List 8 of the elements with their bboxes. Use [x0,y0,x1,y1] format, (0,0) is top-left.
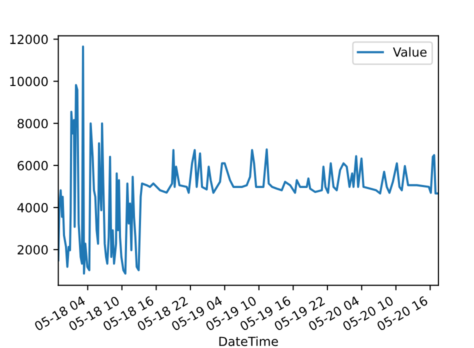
y-tick-label: 10000 [10,76,48,86]
y-tick-label: 4000 [17,202,48,212]
x-axis-title: DateTime [219,336,278,346]
y-tick-label: 12000 [10,34,48,44]
y-tick-label: 8000 [18,118,48,128]
y-tick-label: 2000 [18,245,48,255]
legend-label: Value [392,47,427,57]
y-tick-label: 6000 [18,160,48,170]
